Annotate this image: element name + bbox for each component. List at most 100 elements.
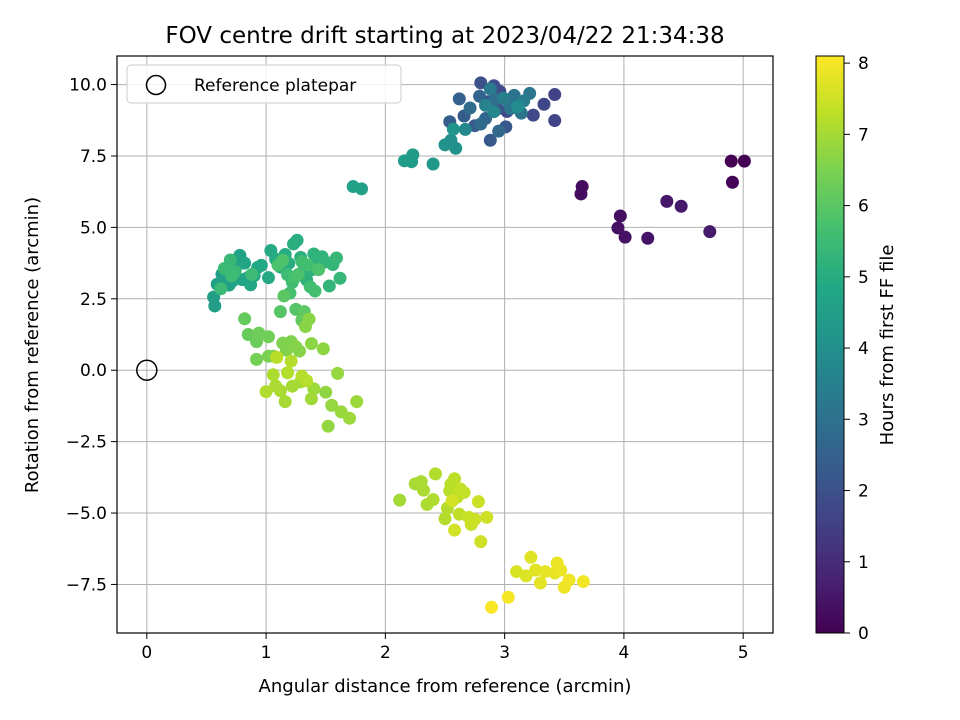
data-point: [562, 573, 576, 587]
data-point: [554, 563, 568, 577]
data-point: [428, 467, 442, 481]
data-point: [438, 512, 452, 526]
data-point: [302, 312, 316, 326]
data-point: [724, 154, 738, 168]
data-point: [641, 231, 655, 245]
x-tick-label: 3: [499, 643, 510, 663]
data-point: [452, 92, 466, 106]
data-point: [276, 253, 290, 267]
data-point: [474, 117, 488, 131]
data-point: [501, 590, 515, 604]
legend-box: [126, 64, 402, 104]
data-point: [703, 225, 717, 239]
data-point: [277, 289, 291, 303]
data-point: [538, 565, 552, 579]
data-point: [445, 494, 459, 508]
data-point: [290, 233, 304, 247]
data-point: [576, 575, 590, 589]
data-point: [725, 175, 739, 189]
legend-reference-marker: [145, 74, 167, 96]
data-point: [269, 379, 283, 393]
colorbar-tick-label: 2: [858, 482, 869, 502]
data-point: [492, 124, 506, 138]
data-point: [524, 550, 538, 564]
colorbar-tick-label: 4: [858, 339, 869, 359]
data-point: [238, 256, 252, 270]
data-point: [426, 157, 440, 171]
data-point: [284, 354, 298, 368]
data-point: [266, 368, 280, 382]
data-point: [329, 251, 343, 265]
data-point: [487, 105, 501, 119]
data-point: [548, 88, 562, 102]
data-point: [737, 154, 751, 168]
reference-marker: [136, 359, 158, 381]
data-point: [322, 279, 336, 293]
x-axis-label: Angular distance from reference (arcmin): [259, 676, 632, 697]
colorbar-tick-label: 0: [858, 624, 869, 644]
x-axis-ticks: 0 1 2 3 4 5: [141, 633, 749, 663]
x-tick-label: 5: [738, 643, 749, 663]
colorbar-ticks: 0 1 2 3 4 5 6 7 8: [844, 54, 869, 644]
data-point: [245, 268, 259, 282]
data-point: [511, 100, 525, 114]
data-point: [346, 180, 360, 194]
data-point: [278, 395, 292, 409]
colorbar-tick-label: 7: [858, 125, 869, 145]
data-point: [519, 569, 533, 583]
data-point: [304, 392, 318, 406]
colorbar-tick-label: 6: [858, 197, 869, 217]
legend-entry: Reference platepar: [194, 76, 356, 96]
data-point: [331, 366, 345, 380]
data-point: [285, 379, 299, 393]
reference-circle: [136, 359, 158, 381]
colorbar-label: Hours from first FF file: [877, 245, 898, 446]
data-point: [292, 344, 306, 358]
data-point: [281, 366, 295, 380]
data-point: [321, 419, 335, 433]
data-point: [537, 97, 551, 111]
data-point: [343, 411, 357, 425]
grid-lines: [117, 56, 773, 633]
data-point: [471, 495, 485, 509]
data-point: [397, 154, 411, 168]
data-point: [613, 209, 627, 223]
data-point: [480, 510, 494, 524]
data-point: [304, 337, 318, 351]
colorbar-tick-label: 5: [858, 268, 869, 288]
data-point: [458, 122, 472, 136]
data-point: [238, 312, 252, 326]
data-point: [483, 133, 497, 147]
data-point: [463, 101, 477, 115]
data-point: [393, 493, 407, 507]
data-point: [250, 352, 264, 366]
data-point: [448, 523, 462, 537]
data-point: [333, 271, 347, 285]
y-axis-label: Rotation from reference (arcmin): [22, 197, 43, 493]
data-point: [574, 187, 588, 201]
x-tick-label: 1: [261, 643, 272, 663]
data-point: [529, 563, 543, 577]
data-point: [468, 512, 482, 526]
data-point: [254, 258, 268, 272]
data-point: [300, 374, 314, 388]
data-points: [207, 76, 751, 614]
plot-frame: [116, 55, 774, 634]
data-point: [438, 138, 452, 152]
data-point: [485, 600, 499, 614]
data-point: [426, 493, 440, 507]
data-point: [259, 385, 273, 399]
data-point: [457, 485, 471, 499]
data-point: [214, 282, 228, 296]
data-point: [350, 395, 364, 409]
data-point: [301, 258, 315, 272]
data-point: [291, 268, 305, 282]
data-point: [261, 330, 275, 344]
colorbar: [815, 55, 845, 634]
chart-title: FOV centre drift starting at 2023/04/22 …: [165, 23, 724, 49]
data-point: [308, 284, 322, 298]
y-tick-label: 5.0: [80, 218, 107, 238]
data-point: [319, 385, 333, 399]
y-tick-label: 7.5: [80, 147, 107, 167]
